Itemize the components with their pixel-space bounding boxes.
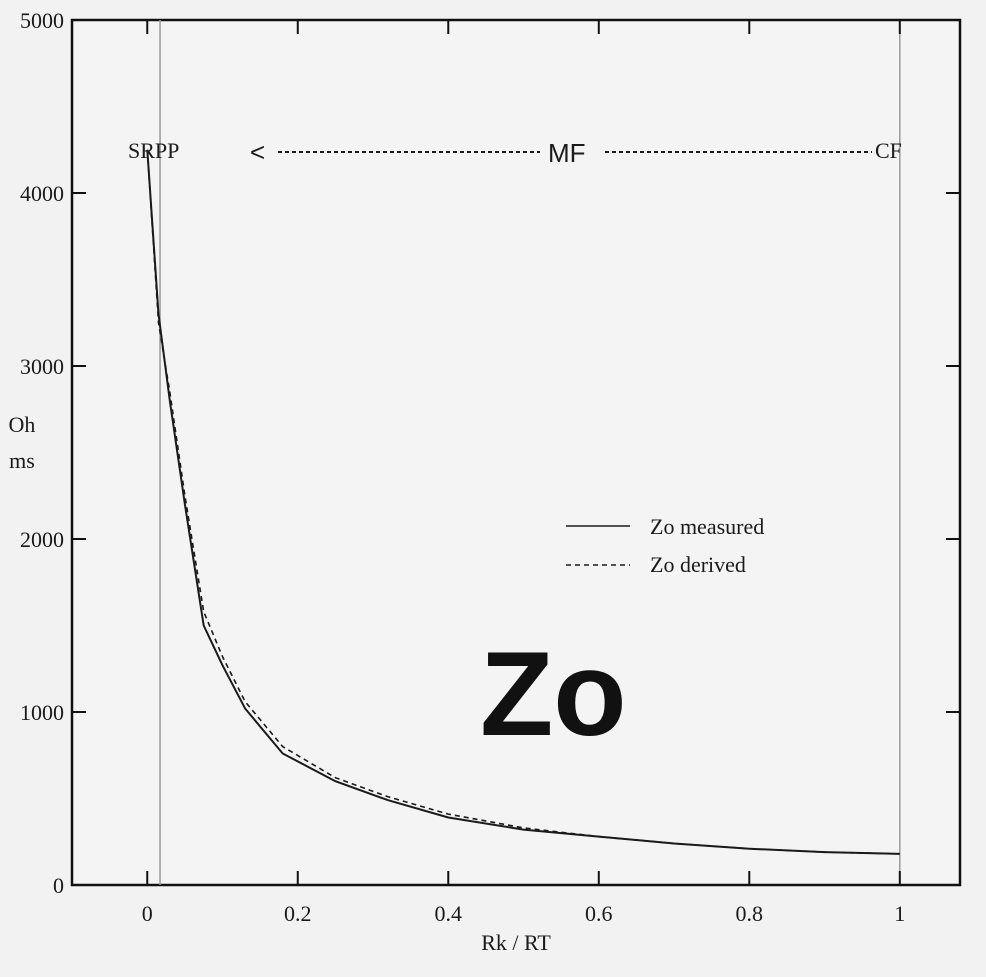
annotation-mf-arrow: < bbox=[250, 137, 265, 167]
y-tick-label: 2000 bbox=[20, 527, 64, 552]
x-tick-label: 0.2 bbox=[284, 901, 312, 926]
y-tick-label: 5000 bbox=[20, 8, 64, 33]
legend-entry-measured: Zo measured bbox=[650, 514, 764, 539]
y-tick-label: 1000 bbox=[20, 700, 64, 725]
x-tick-label: 0.6 bbox=[585, 901, 613, 926]
y-axis-label-line2: ms bbox=[9, 448, 35, 473]
annotation-cf: CF bbox=[875, 138, 902, 163]
x-tick-label: 0.8 bbox=[736, 901, 764, 926]
annotation-zo-big: Zo bbox=[480, 627, 627, 761]
x-tick-label: 0 bbox=[142, 901, 153, 926]
y-tick-label: 4000 bbox=[20, 181, 64, 206]
legend: Zo measured Zo derived bbox=[566, 514, 764, 577]
y-axis-label-line1: Oh bbox=[9, 412, 36, 437]
x-tick-label: 1 bbox=[894, 901, 905, 926]
x-axis-label: Rk / RT bbox=[481, 930, 551, 955]
legend-entry-derived: Zo derived bbox=[650, 552, 746, 577]
annotation-srpp: SRPP bbox=[128, 138, 179, 163]
plot-area bbox=[70, 18, 962, 887]
y-tick-label: 3000 bbox=[20, 354, 64, 379]
series-line-zo-derived bbox=[146, 149, 900, 855]
x-tick-label: 0.4 bbox=[435, 901, 463, 926]
annotation-mf: MF bbox=[548, 138, 586, 168]
y-tick-label: 0 bbox=[53, 873, 64, 898]
